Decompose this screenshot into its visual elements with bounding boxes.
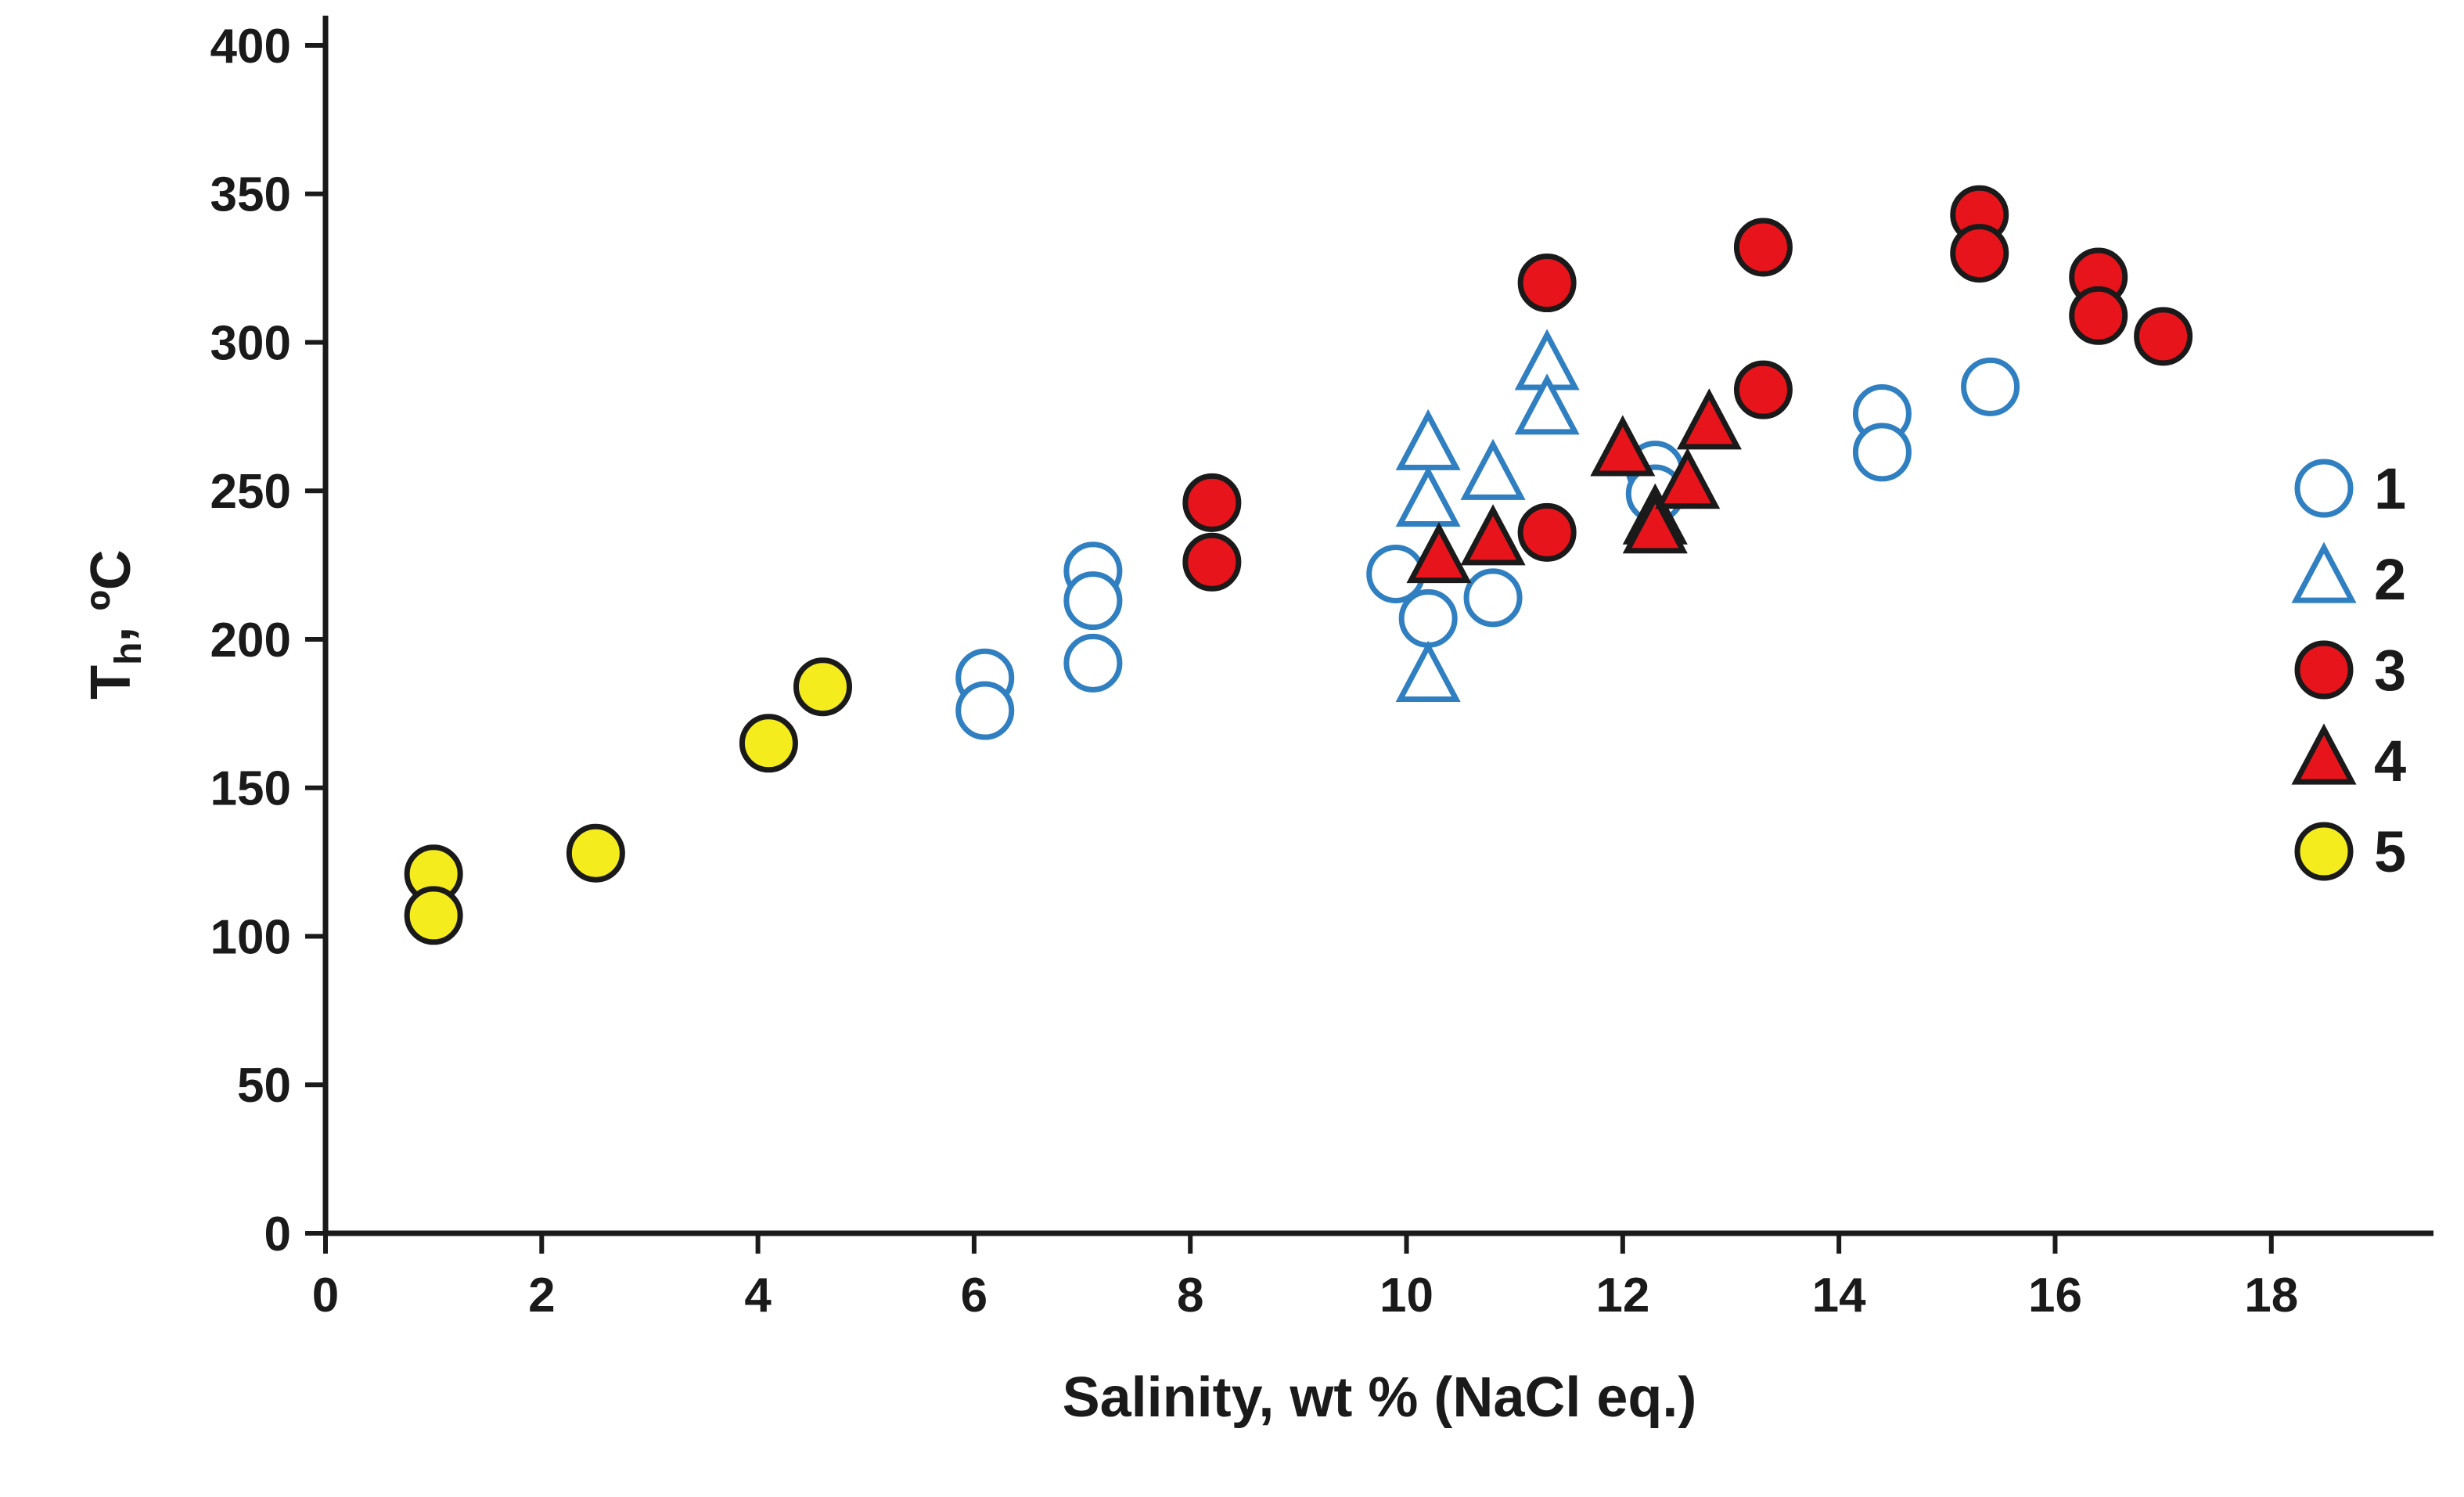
- legend-label: 4: [2374, 729, 2406, 793]
- legend-label: 5: [2374, 819, 2406, 884]
- x-tick-label: 12: [1595, 1268, 1649, 1322]
- series-4: [1406, 388, 1742, 584]
- y-axis-title: Th, ºC: [80, 549, 149, 700]
- legend-marker-4: [2291, 723, 2357, 785]
- data-points: [404, 185, 2193, 945]
- y-axis-title-subscript: h: [108, 642, 149, 665]
- legend-item-2: 2: [2291, 542, 2406, 612]
- legend-item-3: 3: [2294, 638, 2406, 703]
- legend-label: 2: [2374, 547, 2406, 612]
- series-2-point: [1395, 640, 1461, 702]
- y-tick-label: 100: [210, 910, 291, 964]
- legend-label: 1: [2374, 456, 2406, 521]
- y-tick-label: 350: [210, 168, 291, 222]
- series-4-point: [1406, 521, 1472, 584]
- legend-item-4: 4: [2291, 723, 2406, 793]
- x-tick-label: 16: [2028, 1268, 2082, 1322]
- y-tick-label: 150: [210, 762, 291, 816]
- x-tick-label: 14: [1812, 1268, 1866, 1322]
- y-tick-label: 300: [210, 316, 291, 370]
- series-1-point: [1063, 571, 1123, 631]
- x-tick-label: 0: [312, 1268, 339, 1322]
- x-tick-label: 4: [744, 1268, 772, 1322]
- y-tick-label: 250: [210, 465, 291, 519]
- series-4-point: [1622, 492, 1688, 554]
- x-tick-label: 10: [1379, 1268, 1433, 1322]
- legend-marker-5: [2294, 822, 2354, 881]
- series-4-point: [1655, 448, 1721, 509]
- legend-marker-3: [2294, 640, 2354, 700]
- y-axis-title-main: T: [80, 665, 142, 700]
- series-1-point: [1961, 357, 2020, 416]
- series-4-point: [1590, 415, 1656, 477]
- series-1-point: [1063, 633, 1123, 693]
- series-2-point: [1395, 465, 1461, 527]
- series-2-point: [1460, 438, 1526, 500]
- x-tick-label: 8: [1177, 1268, 1203, 1322]
- series-5-point: [404, 886, 463, 945]
- series-1-point: [1463, 568, 1523, 628]
- series-5-point: [566, 823, 625, 883]
- legend-marker-2: [2291, 542, 2357, 603]
- series-1-point: [1398, 588, 1458, 648]
- series-3-point: [1182, 473, 1242, 532]
- series-2-point: [1395, 408, 1461, 470]
- series-1-point: [955, 681, 1015, 740]
- y-tick-label: 50: [237, 1059, 291, 1113]
- legend-marker-1: [2294, 459, 2354, 518]
- series-2-point: [1514, 373, 1580, 435]
- x-axis-title: Salinity, wt % (NaCl eq.): [1063, 1366, 1697, 1429]
- series-5-point: [793, 657, 853, 717]
- series-3-point: [1733, 360, 1793, 419]
- series-4-point: [1676, 388, 1742, 450]
- x-tick-label: 6: [961, 1268, 987, 1322]
- x-tick-label: 2: [528, 1268, 555, 1322]
- legend: 1 2 3 4 5: [2291, 456, 2406, 884]
- series-3-point: [1950, 224, 2009, 283]
- series-5: [404, 657, 853, 945]
- legend-item-5: 5: [2294, 819, 2406, 884]
- series-5-point: [739, 714, 798, 773]
- y-tick-label: 0: [264, 1207, 291, 1261]
- legend-item-1: 1: [2294, 456, 2406, 521]
- series-3-point: [1182, 532, 1242, 592]
- series-1-point: [1852, 423, 1912, 482]
- series-3-point: [2069, 286, 2128, 345]
- y-axis-title-unit: , ºC: [80, 549, 142, 642]
- x-tick-label: 18: [2244, 1268, 2298, 1322]
- y-tick-label: 200: [210, 614, 291, 668]
- series-3: [1182, 185, 2193, 592]
- series-2: [1395, 329, 1580, 702]
- series-3-point: [1517, 502, 1577, 562]
- series-3-point: [1517, 254, 1577, 313]
- series-3-point: [1733, 218, 1793, 277]
- series-4-point: [1460, 504, 1526, 566]
- series-3-point: [2134, 307, 2193, 366]
- legend-label: 3: [2374, 638, 2406, 703]
- y-tick-label: 400: [210, 20, 291, 74]
